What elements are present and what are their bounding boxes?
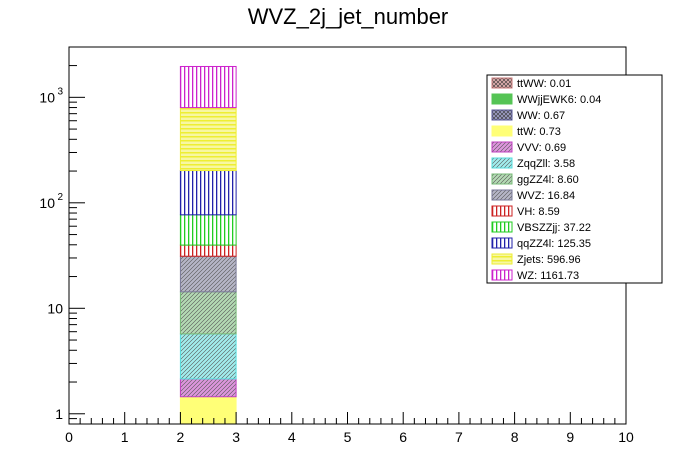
bar-segment-qqzz4l: [179, 170, 237, 216]
legend-entry-vbszzjj: VBSZZjj: 37.22: [517, 222, 591, 234]
legend-entry-ttw: ttW: 0.73: [517, 126, 561, 138]
bar-segment-ttw: [179, 396, 237, 425]
legend-swatch-ttw: [491, 125, 513, 137]
legend-swatch-ttww: [491, 77, 513, 89]
legend-swatch-vh: [491, 205, 513, 217]
x-tick-label: 6: [399, 429, 407, 445]
legend-swatch-wwjjewk6: [491, 93, 513, 105]
x-tick-label: 5: [344, 429, 352, 445]
stacked-bars: [179, 65, 237, 425]
x-tick-label: 8: [511, 429, 519, 445]
legend-swatch-zqqzll: [491, 157, 513, 169]
bar-segment-vvv: [179, 378, 237, 398]
y-tick-label: 10: [39, 195, 55, 211]
bar-segment-vbszzjj: [179, 214, 237, 246]
legend-entry-qqzz4l: qqZZ4l: 125.35: [517, 238, 591, 250]
legend-entry-wvz: WVZ: 16.84: [517, 190, 575, 202]
legend-entry-zjets: Zjets: 596.96: [517, 254, 581, 266]
legend-entry-wwjjewk6: WWjjEWK6: 0.04: [517, 94, 601, 106]
y-tick-exponent: 2: [57, 192, 63, 203]
x-tick-label: 0: [65, 429, 73, 445]
bar-segment-wz: [179, 65, 237, 109]
y-tick-label: 10: [47, 300, 63, 316]
legend-entry-ggzz4l: ggZZ4l: 8.60: [517, 174, 579, 186]
legend-entry-vh: VH: 8.59: [517, 206, 560, 218]
legend-swatch-wz: [491, 269, 513, 281]
legend-swatch-vbszzjj: [491, 221, 513, 233]
bar-segment-vh: [179, 244, 237, 257]
bar-segment-ggzz4l: [179, 291, 237, 335]
legend-entry-ww: WW: 0.67: [517, 110, 565, 122]
legend-entry-ttww: ttWW: 0.01: [517, 78, 571, 90]
axis-ticks: [68, 46, 627, 425]
bar-segment-zqqzll: [179, 333, 237, 380]
x-tick-label: 7: [455, 429, 463, 445]
x-tick-label: 2: [177, 429, 185, 445]
legend-swatch-qqzz4l: [491, 237, 513, 249]
x-tick-label: 9: [566, 429, 574, 445]
legend-entry-zqqzll: ZqqZll: 3.58: [517, 158, 575, 170]
chart-title: WVZ_2j_jet_number: [248, 4, 449, 29]
legend-swatch-wvz: [491, 189, 513, 201]
bar-segment-zjets: [179, 107, 237, 172]
legend-swatch-vvv: [491, 141, 513, 153]
legend-swatch-ggzz4l: [491, 173, 513, 185]
legend: ttWW: 0.01 WWjjEWK6: 0.04 WW: 0.67 ttW: 0.7…: [486, 74, 663, 284]
y-tick-label: 1: [55, 406, 63, 422]
y-tick-label: 10: [39, 89, 55, 105]
x-tick-label: 10: [618, 429, 634, 445]
legend-swatch-ww: [491, 109, 513, 121]
legend-swatch-zjets: [491, 253, 513, 265]
x-tick-labels: 0 1 2 3 4 5 6 7 8 9 10: [65, 429, 634, 445]
x-tick-label: 1: [121, 429, 129, 445]
legend-entry-vvv: VVV: 0.69: [517, 142, 566, 154]
legend-box: [486, 74, 663, 284]
x-tick-label: 4: [288, 429, 296, 445]
bar-segment-wvz: [179, 255, 237, 293]
x-tick-label: 3: [232, 429, 240, 445]
y-tick-exponent: 3: [57, 86, 63, 97]
legend-entry-wz: WZ: 1161.73: [517, 270, 579, 282]
